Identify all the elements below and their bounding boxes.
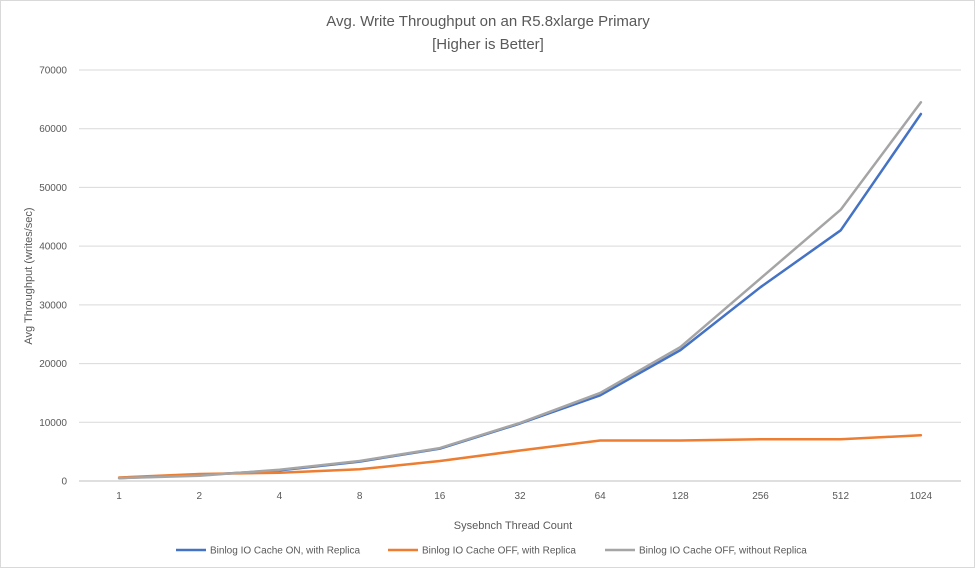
x-tick-label: 512 — [832, 491, 849, 502]
series-line — [117, 101, 923, 480]
x-tick-label: 4 — [277, 491, 283, 502]
y-tick-label: 70000 — [39, 66, 67, 77]
y-tick-label: 50000 — [39, 183, 67, 194]
y-tick-label: 20000 — [39, 359, 67, 370]
chart-subtitle: [Higher is Better] — [432, 36, 544, 53]
x-tick-label: 32 — [514, 491, 526, 502]
x-tick-label: 2 — [196, 491, 202, 502]
y-tick-label: 40000 — [39, 242, 67, 253]
x-tick-label: 16 — [434, 491, 446, 502]
x-axis-title: Sysebnch Thread Count — [454, 520, 572, 532]
x-axis-ticks: 1 2 4 8 16 32 64 128 256 512 1024 — [116, 491, 932, 502]
x-tick-label: 1024 — [910, 491, 933, 502]
legend-label: Binlog IO Cache OFF, with Replica — [422, 546, 576, 557]
x-tick-label: 1 — [116, 491, 122, 502]
y-tick-label: 10000 — [39, 418, 67, 429]
legend-label: Binlog IO Cache OFF, without Replica — [639, 546, 807, 557]
y-tick-label: 60000 — [39, 124, 67, 135]
legend: Binlog IO Cache ON, with Replica Binlog I… — [176, 546, 807, 557]
chart-title: Avg. Write Throughput on an R5.8xlarge P… — [326, 13, 650, 30]
y-axis-ticks: 0 10000 20000 30000 40000 50000 60000 70000 — [39, 66, 67, 488]
x-tick-label: 64 — [595, 491, 607, 502]
y-tick-label: 30000 — [39, 300, 67, 311]
series-lines — [117, 101, 923, 480]
x-tick-label: 8 — [357, 491, 363, 502]
grid — [79, 69, 961, 482]
legend-label: Binlog IO Cache ON, with Replica — [210, 546, 361, 557]
y-axis-title: Avg Throughput (writes/sec) — [23, 207, 35, 344]
x-tick-label: 128 — [672, 491, 689, 502]
series-line — [117, 433, 923, 479]
x-tick-label: 256 — [752, 491, 769, 502]
y-tick-label: 0 — [61, 477, 67, 488]
